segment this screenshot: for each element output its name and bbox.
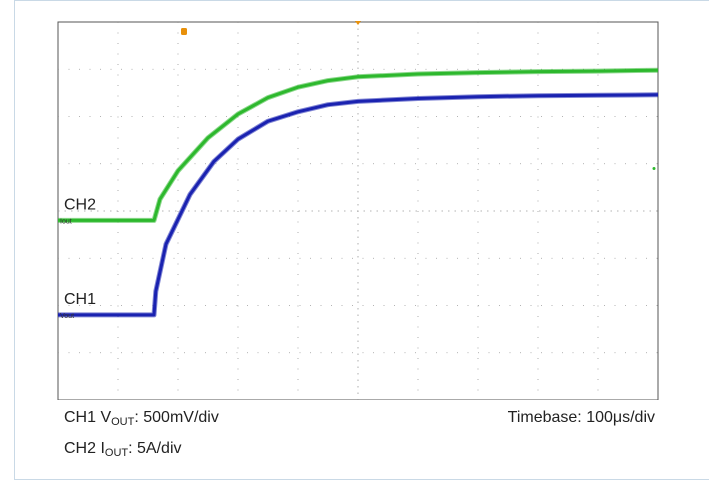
trace-ch2 xyxy=(58,68,659,222)
timebase-caption: Timebase: 100μs/div xyxy=(507,409,655,426)
channel-label-ch1: CH1 xyxy=(64,291,96,308)
ch1-scale-caption: CH1 VOUT: 500mV/div xyxy=(64,409,219,428)
ch1-caption-prefix: CH1 V xyxy=(64,409,112,426)
trigger-position-marker xyxy=(181,28,187,35)
ch1-caption-value: : 500mV/div xyxy=(134,409,219,426)
ch2-scale-caption: CH2 IOUT: 5A/div xyxy=(64,440,182,459)
ch2-caption-subscript: OUT xyxy=(104,447,129,459)
ch1-caption-subscript: OUT xyxy=(111,416,135,428)
figure-frame xyxy=(14,0,709,480)
ch2-caption-prefix: CH2 I xyxy=(64,440,105,457)
channel-label-ch2: CH2 xyxy=(64,196,96,213)
trigger-marker xyxy=(355,21,361,25)
trace-ch1 xyxy=(58,93,659,317)
ground-marker-ch2: Iout xyxy=(60,218,72,225)
ground-marker-ch1: Vout xyxy=(60,313,74,320)
oscilloscope-plot: CH2 Iout CH1 Vout xyxy=(57,21,659,400)
ch2-offscreen-dot xyxy=(652,166,656,170)
ch2-caption-value: : 5A/div xyxy=(128,440,182,457)
